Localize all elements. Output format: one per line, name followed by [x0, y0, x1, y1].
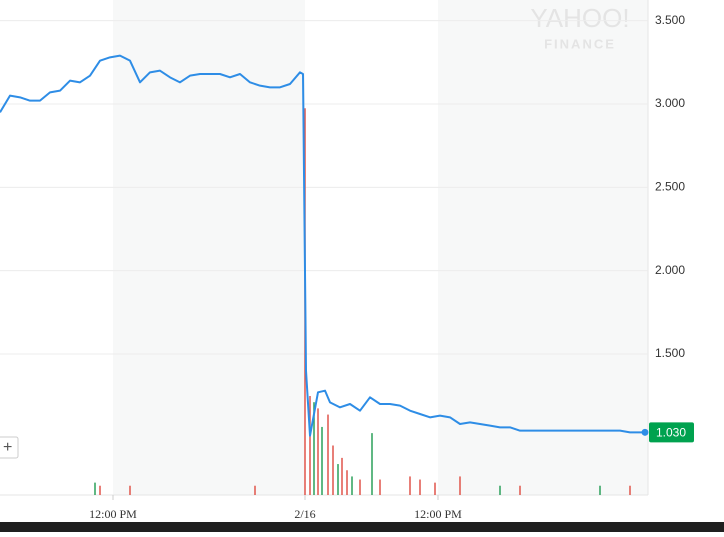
volume-bar: [459, 476, 461, 495]
x-tick-label: 12:00 PM: [414, 507, 462, 521]
volume-bar: [599, 485, 601, 495]
volume-bar: [254, 485, 256, 495]
y-tick-label: 1.500: [655, 346, 685, 360]
volume-bar: [351, 476, 353, 495]
volume-bar: [346, 470, 348, 495]
volume-bar: [99, 485, 101, 495]
volume-bar: [519, 485, 521, 495]
price-line: [0, 54, 645, 437]
session-band: [438, 0, 648, 495]
session-band: [113, 0, 305, 495]
volume-bar: [321, 426, 323, 495]
volume-bar: [129, 485, 131, 495]
volume-bar: [499, 485, 501, 495]
volume-bar: [629, 485, 631, 495]
volume-bar: [337, 464, 339, 495]
volume-bar: [434, 482, 436, 495]
watermark: YAHOO!: [530, 3, 629, 33]
volume-bar: [332, 445, 334, 495]
volume-bar: [419, 479, 421, 495]
volume-bar: [409, 476, 411, 495]
volume-bar: [371, 433, 373, 495]
last-price-box: [649, 422, 694, 443]
x-tick-label: 2/16: [294, 507, 315, 521]
volume-bar: [313, 402, 315, 495]
y-tick-label: 3.000: [655, 96, 685, 110]
volume-bar: [309, 396, 311, 495]
zoom-icon: +: [3, 439, 12, 456]
volume-bar: [94, 482, 96, 495]
bottom-bar: [0, 522, 724, 532]
y-tick-label: 2.500: [655, 180, 685, 194]
volume-bar: [327, 414, 329, 495]
volume-bar: [359, 479, 361, 495]
volume-bar: [379, 479, 381, 495]
zoom-button[interactable]: [0, 436, 19, 459]
watermark: FINANCE: [544, 36, 616, 51]
y-tick-label: 2.000: [655, 263, 685, 277]
volume-bar: [341, 457, 343, 495]
x-tick-label: 12:00 PM: [89, 507, 137, 521]
y-tick-label: 3.500: [655, 13, 685, 27]
volume-bar: [317, 408, 319, 495]
last-dot: [641, 428, 649, 436]
last-price-label: 1.030: [656, 426, 686, 440]
